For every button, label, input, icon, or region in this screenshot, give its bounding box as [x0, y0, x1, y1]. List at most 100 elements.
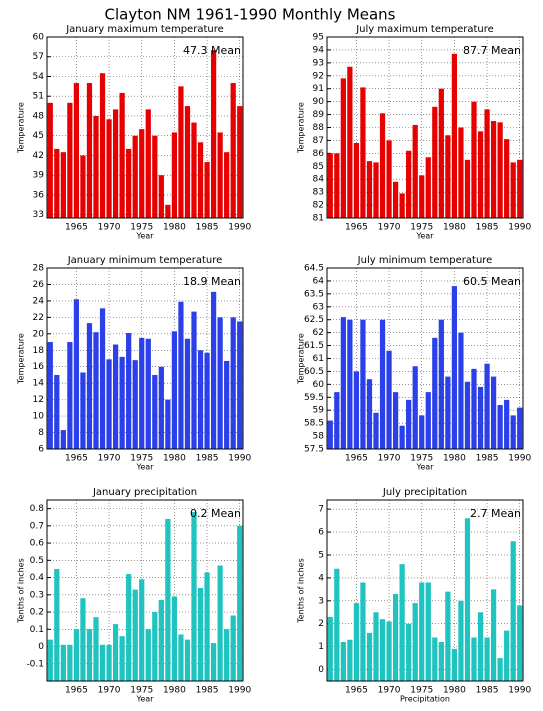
y-tick-label: 0.1	[30, 625, 44, 635]
bar	[171, 132, 178, 218]
y-tick-label: 83	[313, 188, 324, 198]
bar	[490, 589, 497, 681]
bar	[67, 342, 73, 449]
bar	[464, 381, 471, 449]
bar	[47, 639, 53, 681]
x-tick-label: 1985	[476, 223, 499, 233]
x-axis-label: Year	[136, 695, 155, 704]
bar	[471, 368, 477, 449]
x-tick-label: 1975	[410, 223, 433, 233]
bar	[139, 337, 145, 449]
bar	[445, 135, 451, 218]
bar	[237, 525, 243, 681]
bar	[86, 83, 93, 218]
bar	[334, 392, 340, 449]
x-axis-label: Year	[416, 232, 435, 241]
bar	[106, 644, 112, 681]
bar	[191, 512, 197, 681]
y-tick-label: 7	[318, 505, 324, 515]
bar	[360, 87, 366, 219]
bar	[425, 582, 431, 681]
bar	[412, 366, 418, 449]
bar	[386, 621, 392, 681]
annotation: 2.7 Mean	[470, 507, 521, 520]
y-tick-label: 64	[313, 276, 325, 286]
bar	[399, 564, 405, 681]
bar	[477, 386, 484, 449]
bar	[392, 593, 399, 681]
bar	[54, 148, 60, 218]
bar	[86, 323, 93, 449]
bar	[126, 148, 132, 218]
x-tick-label: 1965	[65, 686, 88, 696]
bar	[432, 637, 438, 681]
x-axis-label: Precipitation	[400, 695, 450, 704]
x-tick-label: 1980	[443, 686, 466, 696]
bar	[464, 159, 471, 218]
bar	[477, 131, 484, 218]
y-tick-label: 0.5	[30, 556, 44, 566]
y-tick-label: 12	[33, 395, 44, 405]
y-tick-label: 0.2	[30, 608, 44, 618]
bar	[197, 587, 204, 681]
x-tick-label: 1965	[345, 686, 368, 696]
bar	[399, 425, 405, 449]
chart-title: July maximum temperature	[355, 24, 494, 35]
bar	[119, 92, 125, 218]
x-tick-label: 1965	[65, 223, 88, 233]
bar	[458, 332, 464, 449]
y-tick-label: 87	[313, 136, 324, 146]
bar	[504, 139, 510, 218]
bar	[425, 392, 431, 449]
bar	[490, 376, 497, 449]
y-tick-label: 0.6	[30, 539, 45, 549]
plot-frame	[326, 36, 524, 219]
plot-frame	[326, 267, 524, 450]
y-tick-label: 84	[313, 175, 325, 185]
bar	[112, 109, 119, 218]
bar	[353, 143, 360, 218]
bar	[484, 109, 490, 218]
bar	[497, 405, 503, 449]
bar	[145, 629, 151, 681]
x-tick-label: 1970	[98, 454, 121, 464]
bar	[347, 639, 353, 681]
bar	[392, 181, 399, 218]
y-tick-label: 0.4	[30, 573, 45, 583]
y-tick-label: 0	[38, 642, 44, 652]
bar	[347, 66, 353, 218]
panel: July minimum temperature 57.5 58 58.5 59 59.5…	[297, 255, 532, 472]
plot-frame	[46, 36, 244, 219]
bar	[464, 518, 471, 681]
bar	[99, 644, 106, 681]
bar	[327, 420, 333, 449]
bar	[340, 78, 346, 218]
y-tick-label: 57.5	[304, 445, 324, 455]
bar	[237, 321, 243, 449]
y-tick-label: 60	[33, 33, 45, 43]
bar	[438, 642, 444, 681]
bar	[484, 637, 490, 681]
bar	[210, 50, 217, 218]
bar	[334, 568, 340, 681]
bar	[432, 337, 438, 449]
x-tick-label: 1985	[476, 686, 499, 696]
panel: January maximum temperature 33 36 39 42 45 48 5…	[17, 24, 252, 241]
bar	[497, 658, 503, 681]
y-tick-label: 51	[33, 92, 44, 102]
x-tick-label: 1970	[98, 686, 121, 696]
bar	[353, 603, 360, 681]
bar	[379, 319, 386, 449]
x-tick-label: 1985	[196, 223, 219, 233]
bar	[119, 356, 125, 449]
x-axis-label: Year	[136, 232, 155, 241]
bar	[438, 319, 444, 449]
y-tick-label: 3	[318, 596, 324, 606]
panel: July maximum temperature 81 82 83 84 85 86 87 88…	[297, 24, 532, 241]
y-tick-label: 5	[318, 550, 324, 560]
bar	[112, 344, 119, 449]
bar	[412, 603, 418, 681]
bar	[386, 140, 392, 218]
y-tick-label: 42	[33, 151, 44, 161]
